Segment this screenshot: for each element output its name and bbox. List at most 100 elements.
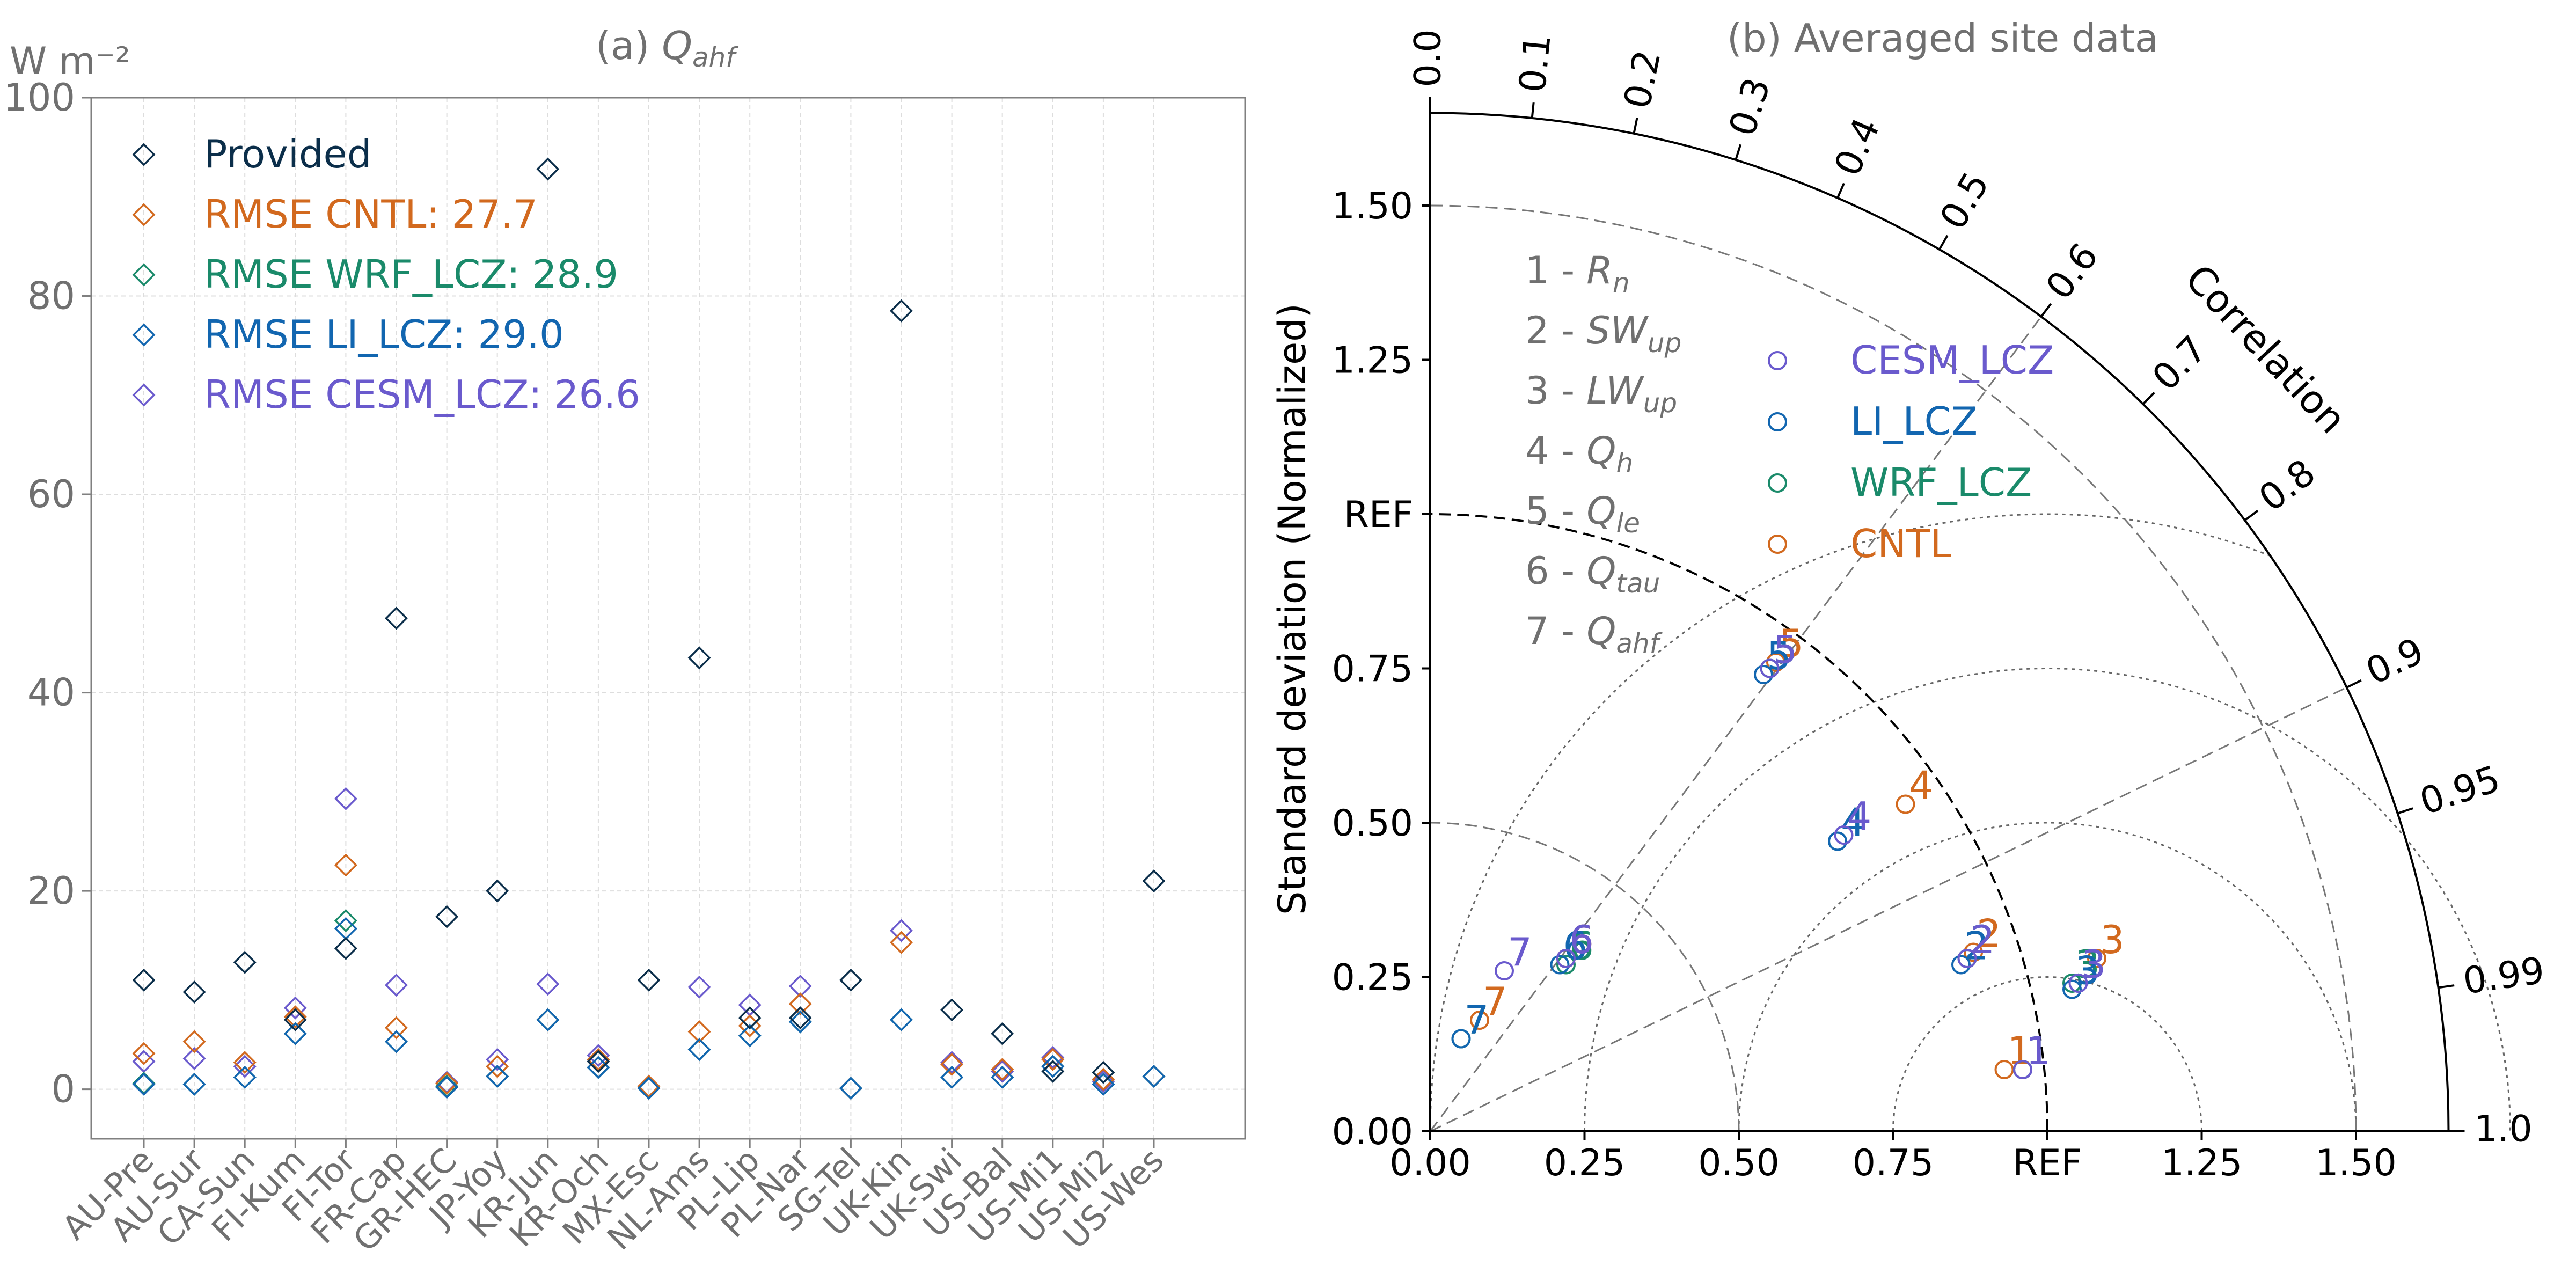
taylor-point-CESM_LCZ bbox=[1495, 961, 1514, 980]
data-point-CNTL bbox=[182, 1030, 206, 1053]
data-point-CNTL bbox=[788, 992, 812, 1016]
data-point-CESM_LCZ bbox=[233, 1055, 257, 1078]
outer-arc bbox=[1430, 112, 2450, 1132]
y-axis-label: W m⁻² bbox=[10, 39, 130, 83]
corr-tick-label: 0.1 bbox=[1511, 32, 1559, 94]
x-tick-label: REF bbox=[2012, 1142, 2082, 1184]
data-point-CNTL bbox=[334, 853, 357, 877]
std-contour bbox=[1430, 822, 1740, 1132]
y-tick-label: 20 bbox=[27, 869, 75, 913]
y-tick-label: 100 bbox=[3, 76, 75, 120]
variable-number: 2 - bbox=[1525, 309, 1586, 353]
data-point-Provided bbox=[687, 646, 711, 670]
corr-tick bbox=[2397, 807, 2413, 815]
data-point-LI_LCZ bbox=[991, 1065, 1014, 1089]
model-legend-label-CESM_LCZ: CESM_LCZ bbox=[1850, 338, 2054, 383]
data-point-CNTL bbox=[587, 1048, 610, 1071]
data-point-LI_LCZ bbox=[839, 1077, 862, 1100]
taylor-point-LI_LCZ bbox=[1951, 955, 1971, 975]
taylor-point-label: 7 bbox=[1483, 979, 1507, 1024]
data-point-Provided bbox=[991, 1022, 1014, 1045]
legend-label-CESM_LCZ: RMSE CESM_LCZ: 26.6 bbox=[204, 372, 640, 417]
data-point-CESM_LCZ bbox=[890, 919, 913, 942]
taylor-point-label: 2 bbox=[1971, 917, 1995, 962]
y-tick-label: 1.50 bbox=[1332, 185, 1413, 228]
taylor-point-label: 3 bbox=[2100, 917, 2125, 962]
data-point-CNTL bbox=[132, 1042, 156, 1065]
corr-tick bbox=[1938, 235, 1949, 250]
corr-tick bbox=[2142, 392, 2155, 405]
data-point-Provided bbox=[182, 980, 206, 1004]
data-point-CESM_LCZ bbox=[283, 996, 307, 1020]
taylor-point-label: 1 bbox=[2026, 1028, 2051, 1073]
y-tick-label: 80 bbox=[27, 274, 75, 318]
data-point-LI_LCZ bbox=[486, 1065, 509, 1088]
y-tick-label: 0.50 bbox=[1332, 802, 1413, 845]
corr-tick bbox=[2346, 679, 2362, 689]
data-point-Provided bbox=[890, 299, 913, 323]
data-point-Provided bbox=[1142, 869, 1166, 893]
data-point-Provided bbox=[788, 1006, 812, 1030]
data-point-LI_LCZ bbox=[182, 1072, 206, 1096]
taylor-point-label: 4 bbox=[1847, 794, 1872, 839]
data-point-CESM_LCZ bbox=[687, 975, 711, 999]
data-point-Provided bbox=[283, 1008, 307, 1031]
data-point-CESM_LCZ bbox=[788, 974, 812, 998]
taylor-point-CESM_LCZ bbox=[2013, 1060, 2032, 1079]
taylor-point-label: 5 bbox=[1779, 621, 1804, 666]
data-point-CNTL bbox=[637, 1074, 661, 1098]
taylor-point-CESM_LCZ bbox=[1556, 949, 1576, 968]
series-LI_LCZ bbox=[132, 917, 1166, 1100]
legend-marker-CNTL bbox=[132, 203, 156, 226]
taylor-point-label: 1 bbox=[2008, 1028, 2032, 1073]
data-point-LI_LCZ bbox=[1142, 1065, 1166, 1088]
legend-label-WRF_LCZ: RMSE WRF_LCZ: 28.9 bbox=[204, 252, 618, 297]
variable-symbol: Q bbox=[1586, 609, 1616, 653]
data-point-CNTL bbox=[687, 1020, 711, 1043]
corr-tick bbox=[1531, 101, 1535, 119]
taylor-point-LI_LCZ bbox=[1550, 955, 1570, 975]
variable-subscript: le bbox=[1616, 508, 1640, 539]
data-point-LI_LCZ bbox=[132, 1072, 156, 1096]
y-tick-label: REF bbox=[1344, 494, 1413, 536]
taylor-point-label: 2 bbox=[1977, 911, 2001, 956]
model-legend-marker-LI_LCZ bbox=[1768, 412, 1787, 431]
data-point-CNTL bbox=[283, 1005, 307, 1029]
model-legend: CESM_LCZ LI_LCZ WRF_LCZ CNTL bbox=[1768, 338, 2054, 566]
taylor-point-label: 3 bbox=[2075, 942, 2100, 987]
data-point-LI_LCZ bbox=[788, 1010, 812, 1034]
rms-contour bbox=[1892, 976, 2202, 1132]
x-tick-label: 0.25 bbox=[1544, 1142, 1625, 1184]
title-symbol: Q bbox=[662, 23, 692, 68]
x-tick-label: 0.50 bbox=[1698, 1142, 1779, 1184]
data-point-Provided bbox=[334, 936, 357, 960]
data-point-LI_LCZ bbox=[283, 1022, 307, 1045]
data-point-LI_LCZ bbox=[940, 1065, 964, 1089]
chart-title: (a) Qahf bbox=[596, 23, 738, 73]
taylor-point-LI_LCZ bbox=[1754, 665, 1773, 684]
plot-frame bbox=[90, 97, 1246, 1140]
taylor-point-CESM_LCZ bbox=[1957, 949, 1977, 968]
corr-tick bbox=[1633, 118, 1638, 134]
taylor-point-CESM_LCZ bbox=[1834, 825, 1854, 845]
data-point-CESM_LCZ bbox=[536, 972, 560, 996]
variable-symbol: LW bbox=[1586, 369, 1644, 413]
data-point-CNTL bbox=[890, 931, 913, 954]
taylor-point-label: 3 bbox=[2082, 942, 2106, 987]
legend-marker-Provided bbox=[132, 143, 156, 166]
variable-number: 1 - bbox=[1525, 248, 1586, 292]
taylor-point-LI_LCZ bbox=[2062, 979, 2082, 999]
taylor-point-CNTL bbox=[1964, 942, 1983, 962]
data-point-Provided bbox=[587, 1050, 610, 1073]
x-tick-label: 0.00 bbox=[1389, 1142, 1470, 1184]
y-tick-label: 40 bbox=[27, 671, 75, 715]
taylor-point-CNTL bbox=[1766, 653, 1785, 672]
taylor-point-label: 7 bbox=[1507, 930, 1532, 975]
variable-symbol: Q bbox=[1586, 549, 1616, 593]
corr-line bbox=[1430, 686, 2347, 1132]
data-point-Provided bbox=[233, 950, 257, 974]
data-point-LI_LCZ bbox=[385, 1030, 408, 1053]
taylor-point-LI_LCZ bbox=[1828, 831, 1847, 851]
